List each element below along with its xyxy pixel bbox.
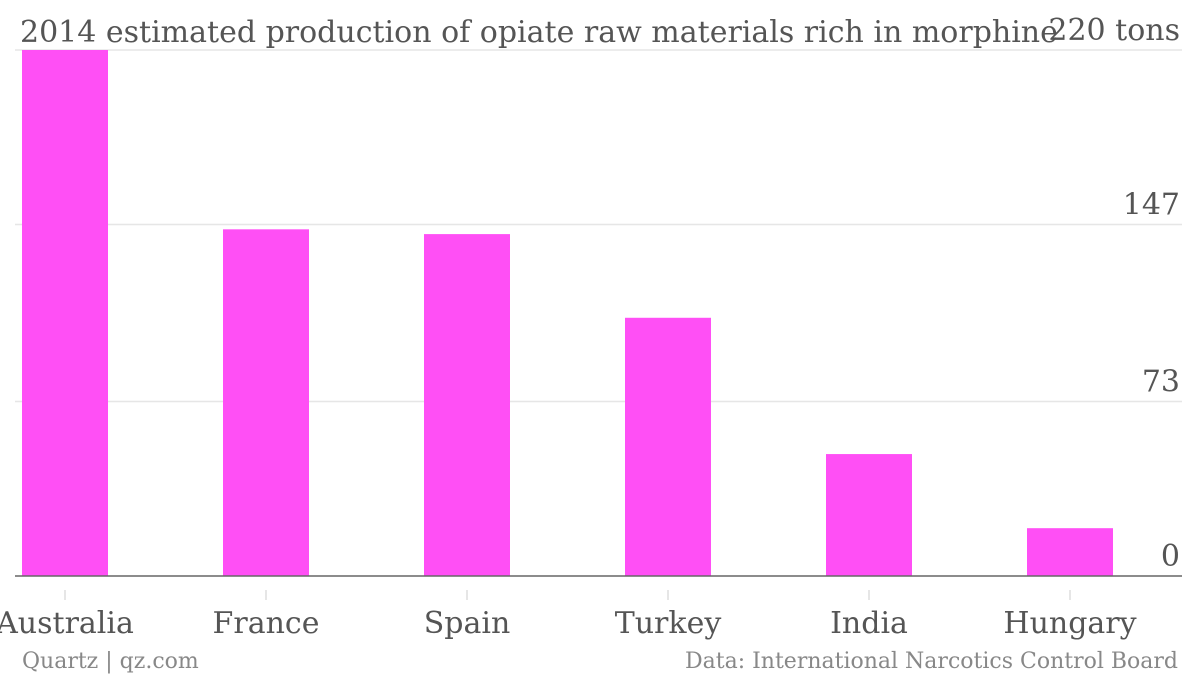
bar-india — [826, 454, 912, 576]
bar-france — [223, 229, 309, 576]
gridlines — [15, 49, 1182, 403]
x-category-label: Turkey — [615, 606, 722, 641]
title-backdrop — [14, 12, 1004, 48]
x-category-label: Spain — [424, 606, 511, 641]
x-category-label: India — [830, 606, 908, 641]
x-category-label: France — [213, 606, 320, 641]
bar-australia — [22, 50, 108, 576]
bars — [22, 50, 1113, 576]
y-tick-labels: 220 tons 147 73 0 — [1048, 13, 1180, 574]
source-left: Quartz | qz.com — [22, 649, 199, 674]
y-tick-label: 0 — [1161, 539, 1180, 574]
source-right: Data: International Narcotics Control Bo… — [685, 649, 1178, 674]
y-tick-label: 73 — [1142, 364, 1180, 399]
x-category-label: Australia — [0, 606, 134, 641]
x-category-label: Hungary — [1003, 606, 1136, 641]
x-category-labels: Australia France Spain Turkey India Hungary — [0, 590, 1137, 641]
bar-hungary — [1027, 528, 1113, 576]
y-tick-label: 220 tons — [1048, 13, 1180, 48]
bar-turkey — [625, 317, 711, 576]
chart-title: 2014 estimated production of opiate raw … — [20, 15, 1058, 50]
bar-spain — [424, 234, 510, 576]
y-tick-label: 147 — [1123, 188, 1180, 223]
